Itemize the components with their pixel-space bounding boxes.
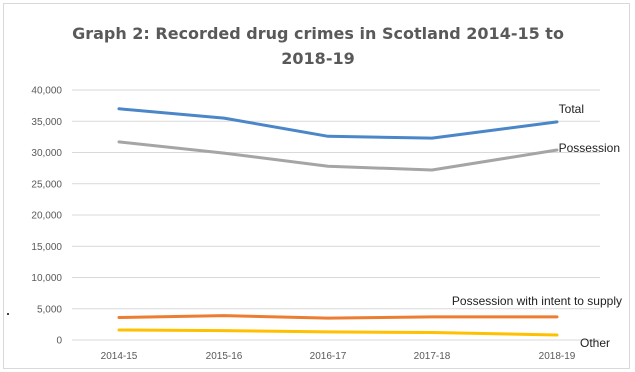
y-tick-label: 10,000 bbox=[31, 273, 62, 284]
y-tick-label: 40,000 bbox=[31, 86, 62, 97]
y-tick-label: 15,000 bbox=[31, 242, 62, 253]
x-tick-label: 2018-19 bbox=[539, 351, 576, 362]
series-label: Total bbox=[559, 102, 584, 116]
series-labels: Total Possession Possession with intent to… bbox=[452, 102, 622, 350]
y-tick-label: 20,000 bbox=[31, 211, 62, 222]
x-tick-label: 2015-16 bbox=[206, 351, 243, 362]
y-tick-label: 0 bbox=[56, 336, 62, 347]
gridlines bbox=[72, 89, 600, 341]
y-tick-label: 30,000 bbox=[31, 148, 62, 159]
series-label: Other bbox=[580, 336, 610, 350]
y-tick-label: 5,000 bbox=[37, 304, 62, 315]
x-tick-label: 2016-17 bbox=[310, 351, 347, 362]
chart-title: Graph 2: Recorded drug crimes in Scotlan… bbox=[72, 24, 564, 43]
series-line bbox=[117, 107, 559, 140]
stray-dot bbox=[7, 313, 9, 315]
y-tick-label: 25,000 bbox=[31, 179, 62, 190]
series-label: Possession with intent to supply bbox=[452, 294, 622, 308]
series-lines bbox=[117, 107, 559, 337]
x-axis-ticks: 2014-15 2015-16 2016-17 2017-18 2018-19 bbox=[101, 351, 576, 362]
series-line bbox=[117, 140, 559, 172]
series-line bbox=[117, 314, 559, 320]
chart-frame bbox=[3, 3, 630, 369]
x-tick-label: 2014-15 bbox=[101, 351, 138, 362]
series-label: Possession bbox=[559, 141, 620, 155]
series-line bbox=[117, 328, 559, 337]
y-axis-ticks: 0 5,000 10,000 15,000 20,000 25,000 30,000 35,0… bbox=[31, 86, 62, 347]
x-tick-label: 2017-18 bbox=[414, 351, 451, 362]
y-tick-label: 35,000 bbox=[31, 117, 62, 128]
chart-title-line2: 2018-19 bbox=[281, 49, 354, 68]
